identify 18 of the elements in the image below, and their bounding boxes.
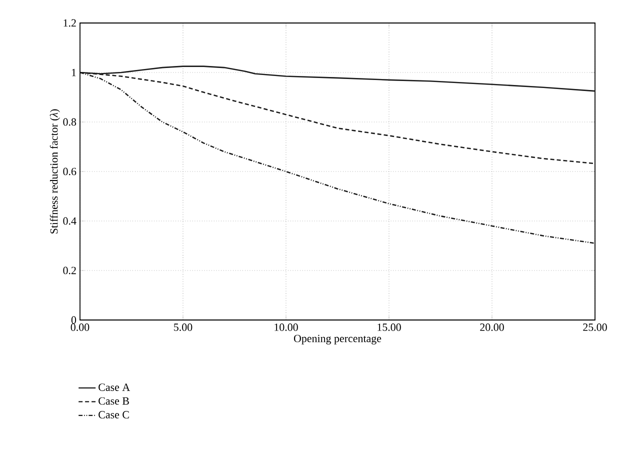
legend-label: Case B bbox=[98, 397, 129, 405]
x-tick-label: 10.00 bbox=[274, 324, 298, 331]
x-tick-label: 15.00 bbox=[378, 324, 401, 331]
legend-label: Case A bbox=[98, 384, 130, 391]
x-tick-label: 5.00 bbox=[174, 324, 192, 331]
y-tick-label: 0.2 bbox=[63, 266, 76, 274]
y-tick-label: 1.2 bbox=[64, 19, 76, 27]
y-axis-title: Stiffness reduction factor (λ) bbox=[50, 109, 60, 234]
legend-label: Case C bbox=[98, 411, 129, 418]
x-tick-label: 20.00 bbox=[480, 324, 504, 331]
y-tick-label: 1 bbox=[72, 68, 76, 76]
y-tick-label: 0 bbox=[71, 316, 76, 324]
x-tick-label: 0.00 bbox=[70, 324, 90, 331]
x-tick-label: 25.00 bbox=[583, 324, 607, 331]
x-axis-title: Opening percentage bbox=[294, 334, 382, 344]
y-tick-label: 0.4 bbox=[63, 217, 76, 225]
y-tick-label: 0.8 bbox=[63, 118, 76, 126]
y-tick-label: 0.6 bbox=[63, 168, 76, 176]
